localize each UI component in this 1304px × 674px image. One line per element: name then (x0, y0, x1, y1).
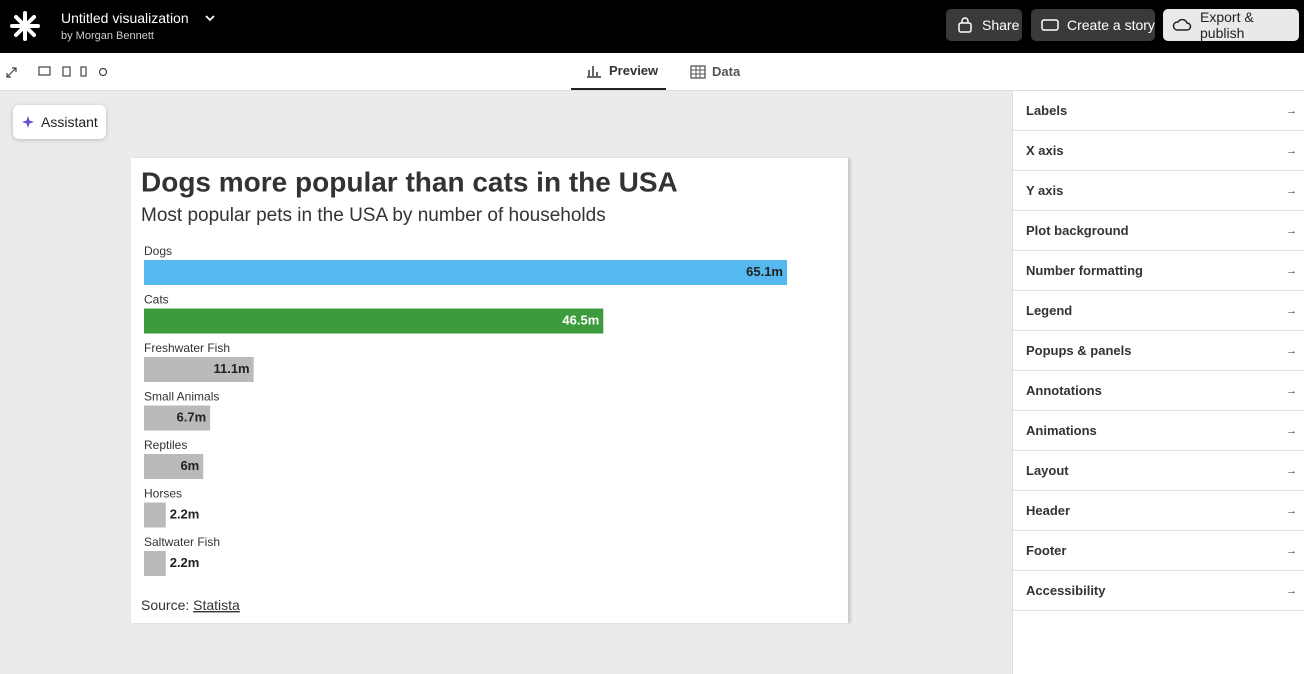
settings-item[interactable]: Number formatting (1013, 251, 1304, 291)
settings-item[interactable]: Popups & panels (1013, 331, 1304, 371)
settings-panel: LabelsX axisY axisPlot backgroundNumber … (1012, 91, 1304, 674)
bar (144, 260, 787, 285)
value-label: 46.5m (562, 312, 599, 327)
icon (587, 65, 601, 78)
icon (1041, 19, 1059, 31)
icon (690, 64, 706, 79)
category-label: Horses (144, 487, 182, 501)
bar (144, 405, 211, 431)
category-label: Dogs (144, 244, 172, 258)
author: by Morgan Bennett (61, 30, 154, 42)
settings-item[interactable]: Layout (1013, 451, 1304, 491)
settings-item[interactable]: Header (1013, 491, 1304, 531)
bar (144, 454, 204, 479)
chart: Dogs more popular than cats in the USA M… (141, 166, 787, 613)
icon (22, 116, 34, 128)
settings-item[interactable]: Annotations (1013, 371, 1304, 411)
top-bar: Untitled visualization by Morgan Bennett… (0, 0, 1304, 53)
settings-item[interactable]: Footer (1013, 531, 1304, 571)
label: Share (982, 17, 1020, 33)
icon (1172, 18, 1192, 31)
value-label: 65.1m (746, 264, 783, 279)
data-tab[interactable]: Data (690, 53, 750, 90)
share-button[interactable]: Share (946, 9, 1022, 41)
viz-title[interactable]: Untitled visualization (61, 10, 189, 26)
title-menu[interactable] (204, 13, 216, 23)
settings-item[interactable]: Labels (1013, 91, 1304, 131)
view-tools[interactable] (6, 66, 110, 78)
source-label: Source: (141, 597, 189, 613)
chart-card: Dogs more popular than cats in the USA M… (131, 158, 848, 623)
settings-item[interactable]: Legend (1013, 291, 1304, 331)
label: Data (712, 64, 741, 79)
value-label: 6.7m (177, 409, 207, 424)
category-label: Small Animals (144, 390, 219, 404)
category-label: Reptiles (144, 438, 187, 452)
settings-item[interactable]: X axis (1013, 131, 1304, 171)
label: Create a story (1067, 17, 1155, 33)
chart-subtitle: Most popular pets in the USA by number o… (141, 205, 606, 226)
toolbar: Preview Data (0, 53, 1304, 91)
bar (144, 357, 254, 382)
label: Assistant (41, 114, 98, 130)
value-label: 11.1m (213, 361, 249, 376)
icon (958, 17, 972, 33)
bar (144, 502, 166, 528)
bar (144, 551, 166, 576)
source-link[interactable]: Statista (193, 597, 240, 613)
assistant-button[interactable]: Assistant (13, 105, 106, 139)
story-button[interactable]: Create a story (1031, 9, 1155, 41)
chart-title: Dogs more popular than cats in the USA (141, 166, 678, 197)
value-label: 2.2m (170, 506, 200, 521)
logo[interactable] (10, 11, 40, 41)
category-label: Saltwater Fish (144, 535, 220, 549)
category-label: Cats (144, 293, 169, 307)
source: Source: Statista (141, 597, 240, 613)
value-label: 6m (180, 458, 199, 473)
preview-tab[interactable]: Preview (571, 53, 666, 90)
category-label: Freshwater Fish (144, 341, 230, 355)
bar (144, 308, 604, 334)
label: Preview (609, 63, 659, 78)
label: Export & publish (1200, 9, 1254, 41)
value-label: 2.2m (170, 555, 200, 570)
settings-item[interactable]: Animations (1013, 411, 1304, 451)
settings-item[interactable]: Y axis (1013, 171, 1304, 211)
settings-item[interactable]: Plot background (1013, 211, 1304, 251)
settings-item[interactable]: Accessibility (1013, 571, 1304, 611)
export-button[interactable]: Export & publish (1163, 9, 1299, 41)
